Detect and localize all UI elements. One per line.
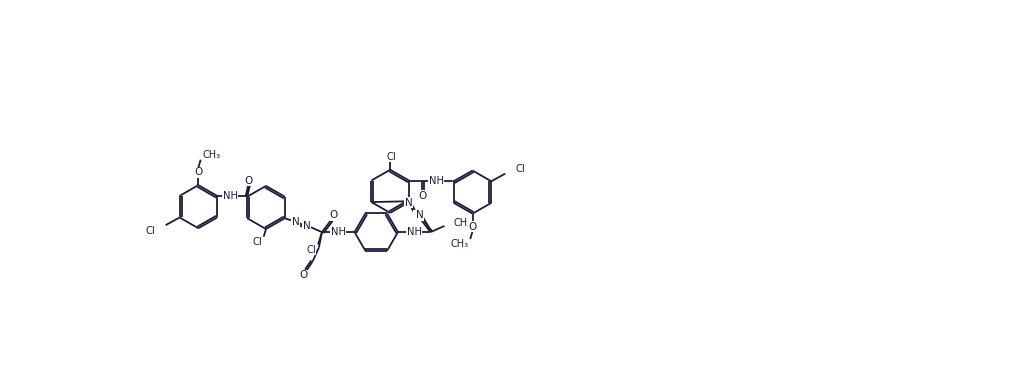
Text: O: O — [299, 270, 308, 280]
Text: CH₃: CH₃ — [454, 218, 472, 228]
Text: O: O — [414, 210, 422, 220]
Text: NH: NH — [223, 191, 238, 201]
Text: O: O — [419, 191, 427, 201]
Text: Cl: Cl — [146, 226, 155, 236]
Text: N: N — [303, 221, 311, 231]
Text: Cl: Cl — [516, 164, 525, 174]
Text: O: O — [245, 176, 253, 186]
Text: N: N — [404, 198, 413, 208]
Text: CH₃: CH₃ — [451, 238, 468, 249]
Text: NH: NH — [406, 227, 422, 237]
Text: Cl: Cl — [387, 152, 396, 162]
Text: NH: NH — [330, 227, 346, 237]
Text: N: N — [292, 217, 299, 227]
Text: O: O — [194, 167, 203, 177]
Text: CH₃: CH₃ — [203, 150, 220, 160]
Text: O: O — [468, 222, 476, 232]
Text: NH: NH — [429, 176, 443, 186]
Text: Cl: Cl — [252, 237, 262, 247]
Text: O: O — [329, 210, 338, 220]
Text: N: N — [416, 210, 424, 220]
Text: Cl: Cl — [306, 245, 316, 255]
